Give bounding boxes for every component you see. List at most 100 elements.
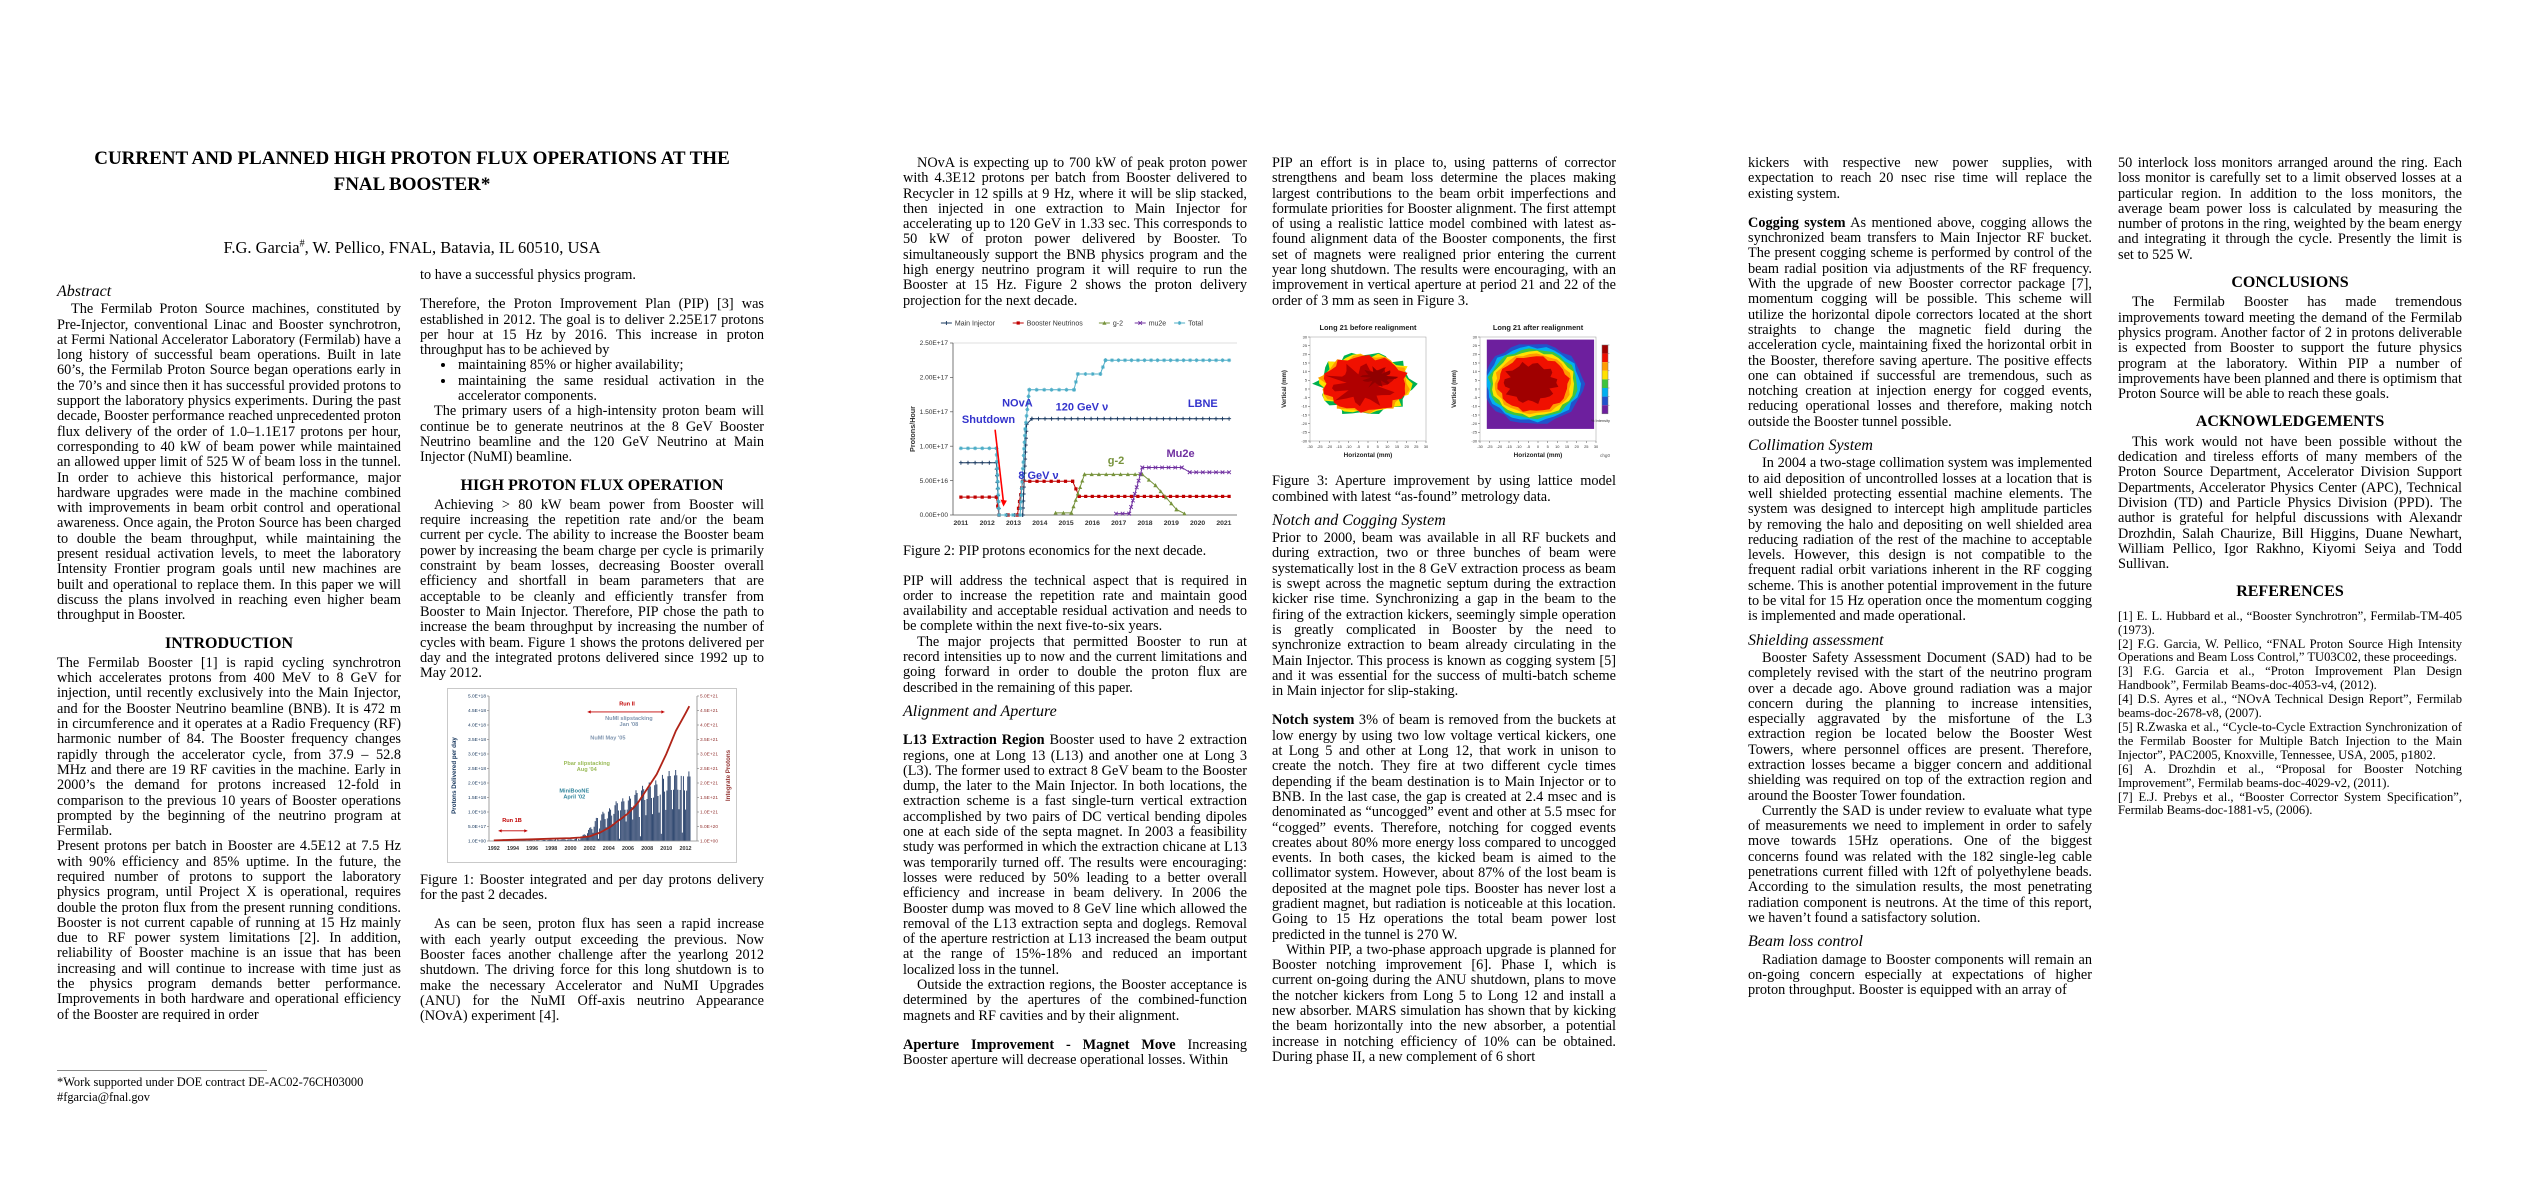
svg-text:5: 5 [1305,378,1307,383]
svg-text:15: 15 [1303,360,1307,365]
svg-text:-30: -30 [1307,444,1313,449]
svg-text:Long 21 after realignment: Long 21 after realignment [1493,323,1584,332]
svg-text:1998: 1998 [545,846,557,852]
svg-text:Vertical (mm): Vertical (mm) [1452,370,1458,408]
svg-text:1994: 1994 [507,846,519,852]
svg-text:MiniBooNE: MiniBooNE [559,789,589,795]
svg-text:Total: Total [1188,320,1203,327]
paragraph: This work would not have been possible w… [2118,433,2462,573]
subsection-heading: Collimation System [1748,437,1873,455]
paragraph: The major projects that permitted Booste… [903,633,1247,696]
svg-text:2008: 2008 [641,846,653,852]
paragraph: PIP an effort is in place to, using patt… [1272,155,1616,309]
svg-text:-25: -25 [1317,444,1323,449]
subsection-heading: Notch and Cogging System [1272,511,1446,529]
svg-text:1.0E+00: 1.0E+00 [468,839,486,845]
svg-text:-20: -20 [1326,444,1332,449]
subsection-heading: Shielding assessment [1748,631,1884,649]
svg-text:3.0E+21: 3.0E+21 [700,752,718,758]
column-5: kickers with respective new power suppli… [1748,155,2092,998]
svg-text:-30: -30 [1477,444,1483,449]
bullet-item: maintaining 85% or higher availability; [456,358,764,374]
svg-text:1992: 1992 [488,846,500,852]
reference-entry: [6] A. Drozhdin et al., “Proposal for Bo… [2118,761,2462,790]
svg-text:Mu2e: Mu2e [1166,448,1194,460]
svg-text:4.5E+21: 4.5E+21 [700,709,718,715]
svg-text:LBNE: LBNE [1188,398,1218,410]
paragraph-with-lead: L13 Extraction Region Booster used to ha… [903,733,1247,978]
svg-text:Run 1B: Run 1B [502,818,522,824]
paragraph: In 2004 a two-stage collimation system w… [1748,455,2092,625]
reference-entry: [7] E.J. Prebys et al., “Booster Correct… [2118,789,2462,818]
paper-title: CURRENT AND PLANNED HIGH PROTON FLUX OPE… [57,146,767,198]
column-6: 50 interlock loss monitors arranged arou… [2118,155,2462,818]
paragraph-lead: Notch system [1272,712,1355,729]
svg-text:-10: -10 [1301,404,1307,409]
svg-text:2015: 2015 [1059,520,1074,527]
svg-text:2000: 2000 [565,846,577,852]
svg-text:Integrate Protons: Integrate Protons [725,750,732,802]
svg-text:Booster Neutrinos: Booster Neutrinos [1027,320,1084,327]
bullet-item: maintaining the same residual activation… [456,373,764,405]
svg-text:-25: -25 [1301,430,1307,435]
svg-text:-25: -25 [1471,430,1477,435]
svg-text:2006: 2006 [622,846,634,852]
svg-text:-5: -5 [1474,395,1477,400]
svg-text:30: 30 [1424,444,1429,449]
svg-text:5.00E+16: 5.00E+16 [920,478,949,485]
svg-text:NOvA: NOvA [1002,397,1033,409]
svg-text:2.5E+21: 2.5E+21 [700,767,718,773]
figure2-chart: 0.00E+00 5.00E+16 1.00E+17 1.50E+17 2.00E+17… [905,312,1245,535]
paragraph: As can be seen, proton flux has seen a r… [420,916,764,1025]
paragraph-text: Booster used to have 2 extraction region… [903,732,1247,978]
svg-text:15: 15 [1395,444,1399,449]
figure2: 0.00E+00 5.00E+16 1.00E+17 1.50E+17 2.00E+17… [905,312,1245,539]
paragraph: kickers with respective new power suppli… [1748,155,2092,202]
svg-text:-15: -15 [1471,412,1477,417]
figure3: Long 21 before realignment -30 -30 -25 -25 -2… [1274,314,1614,469]
svg-text:1.0E+18: 1.0E+18 [468,810,486,816]
svg-text:1.5E+18: 1.5E+18 [468,796,486,802]
section-heading: ACKNOWLEDGEMENTS [2195,413,2385,431]
paragraph-text: Increasing Booster aperture will decreas… [903,1036,1247,1069]
subsection-heading: Beam loss control [1748,933,1863,951]
svg-text:2019: 2019 [1164,520,1179,527]
paragraph-text: As mentioned above, cogging allows the s… [1748,214,2092,430]
svg-text:1.5E+21: 1.5E+21 [700,796,718,802]
paragraph: Within PIP, a two-phase approach upgrade… [1272,941,1616,1065]
svg-text:-25: -25 [1487,444,1493,449]
column-2: to have a successful physics program. The… [420,267,764,1025]
svg-text:20: 20 [1473,352,1478,357]
paragraph: The Fermilab Proton Source machines, con… [57,301,401,624]
figure-caption: Figure 3: Aperture improvement by using … [1272,473,1616,505]
svg-text:1.00E+17: 1.00E+17 [920,443,949,450]
svg-text:15: 15 [1565,444,1569,449]
svg-text:5: 5 [1547,444,1549,449]
svg-text:Main Injector: Main Injector [955,320,996,327]
svg-text:4.0E+21: 4.0E+21 [700,723,718,729]
footnote: *Work supported under DOE contract DE-AC… [57,1070,401,1105]
svg-text:3.5E+21: 3.5E+21 [700,738,718,744]
paragraph: The Fermilab Booster has made tremendous… [2118,294,2462,403]
paragraph: Outside the extraction regions, the Boos… [903,976,1247,1024]
svg-text:3.5E+18: 3.5E+18 [468,738,486,744]
svg-text:0: 0 [1305,386,1308,391]
svg-text:1996: 1996 [526,846,538,852]
svg-text:Protons/Hour: Protons/Hour [908,406,917,452]
svg-text:10: 10 [1473,369,1478,374]
svg-text:10: 10 [1303,369,1308,374]
figure-caption: Figure 1: Booster integrated and per day… [420,871,764,904]
svg-text:2014: 2014 [1032,520,1047,527]
svg-text:2.50E+17: 2.50E+17 [920,340,949,347]
svg-text:-10: -10 [1346,444,1352,449]
svg-text:5.0E+21: 5.0E+21 [700,694,718,700]
svg-text:% Intensity: % Intensity [1591,418,1610,423]
svg-text:5: 5 [1475,378,1477,383]
paragraph-with-lead: Notch system 3% of beam is removed from … [1272,713,1616,942]
section-heading: REFERENCES [2236,583,2344,601]
paragraph-text: 3% of beam is removed from the buckets a… [1272,712,1616,943]
svg-text:Vertical (mm): Vertical (mm) [1282,370,1288,408]
svg-text:20: 20 [1405,444,1410,449]
svg-text:Pbar slipstacking: Pbar slipstacking [564,761,611,767]
svg-text:5.0E+20: 5.0E+20 [700,825,718,831]
